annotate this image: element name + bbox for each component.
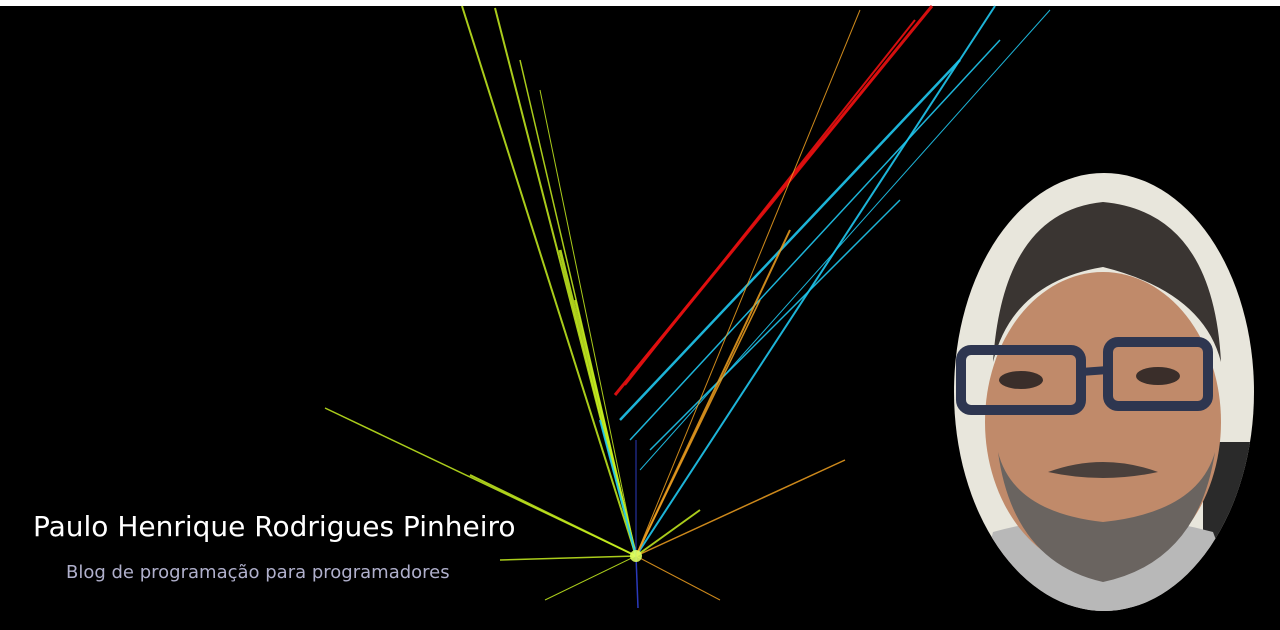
collision-core [630, 550, 642, 562]
orange-rays [635, 9, 861, 601]
cyan-rays [599, 5, 1051, 557]
top-border-strip [0, 0, 1280, 6]
red-rays [613, 5, 934, 396]
author-avatar [954, 173, 1254, 611]
site-tagline: Blog de programação para programadores [66, 562, 450, 583]
blue-rays [635, 440, 639, 609]
site-title[interactable]: Paulo Henrique Rodrigues Pinheiro [33, 510, 516, 543]
